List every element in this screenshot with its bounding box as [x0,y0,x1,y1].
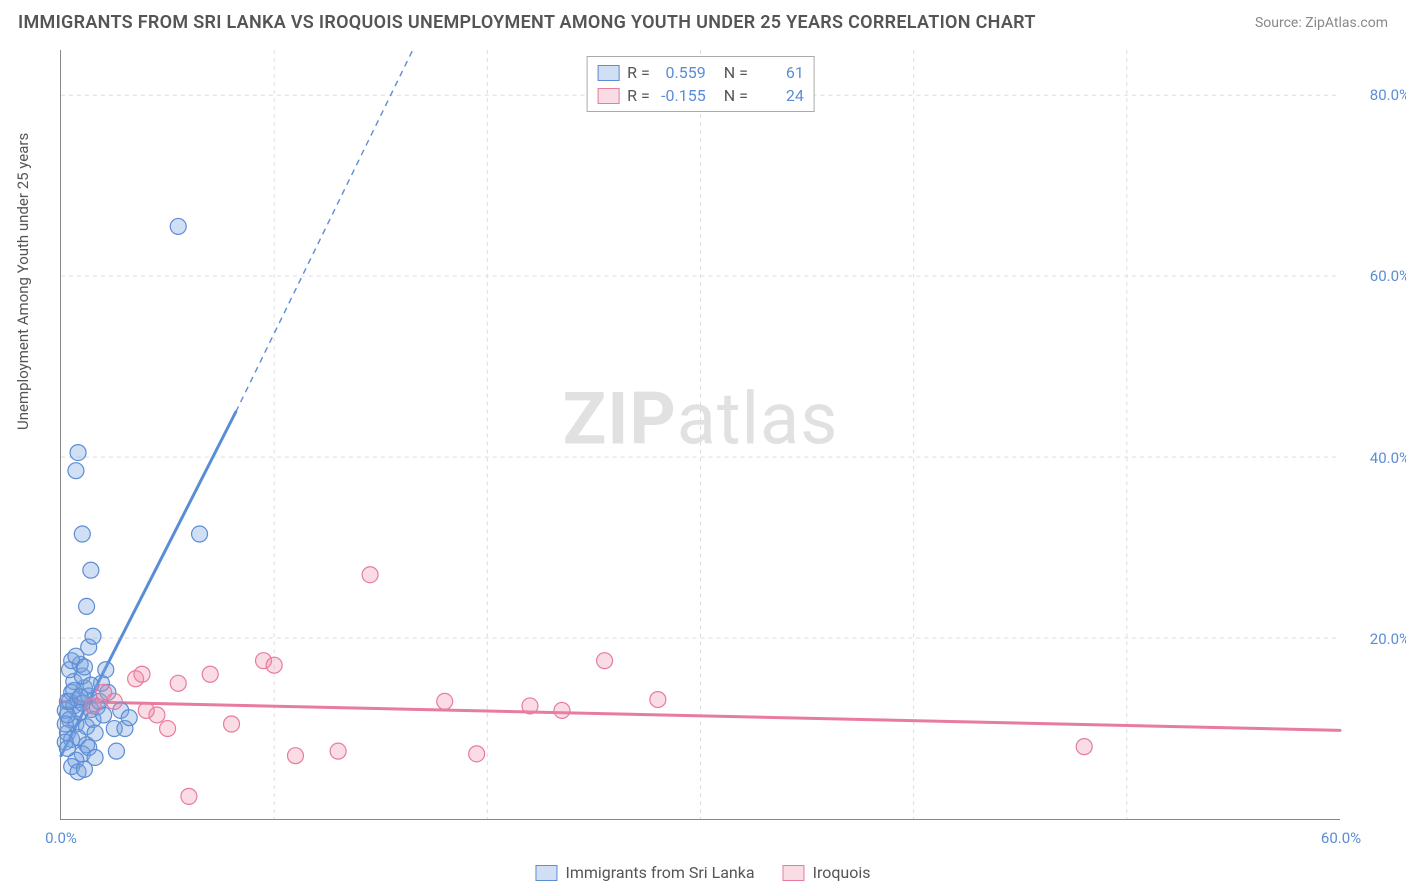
y-tick-label: 60.0% [1350,267,1406,285]
x-tick-label: 0.0% [45,829,77,847]
n-value: 24 [756,86,804,105]
bottom-legend: Immigrants from Sri Lanka Iroquois [535,863,870,882]
r-value: -0.155 [658,86,706,105]
stats-legend-row: R = 0.559 N = 61 [597,61,804,84]
stats-legend: R = 0.559 N = 61 R = -0.155 N = 24 [586,56,815,112]
bottom-legend-item: Immigrants from Sri Lanka [535,863,754,882]
stats-legend-row: R = -0.155 N = 24 [597,84,804,107]
n-value: 61 [756,63,804,82]
r-label: R = [627,63,650,82]
r-label: R = [627,86,650,105]
legend-swatch [535,865,557,881]
legend-swatch [597,88,619,104]
y-tick-label: 20.0% [1350,630,1406,648]
chart-title: IMMIGRANTS FROM SRI LANKA VS IROQUOIS UN… [18,12,1036,33]
legend-label: Immigrants from Sri Lanka [565,863,754,882]
n-label: N = [724,63,748,82]
plot-area: ZIPatlas 20.0%40.0%60.0%80.0% 0.0%60.0% … [60,50,1340,820]
legend-swatch [597,65,619,81]
y-axis-label: Unemployment Among Youth under 25 years [14,133,32,430]
source-attribution: Source: ZipAtlas.com [1255,15,1388,31]
y-tick-label: 80.0% [1350,86,1406,104]
chart-svg [61,50,1340,819]
legend-swatch [783,865,805,881]
legend-label: Iroquois [813,863,871,882]
x-tick-label: 60.0% [1321,829,1361,847]
bottom-legend-item: Iroquois [783,863,871,882]
r-value: 0.559 [658,63,706,82]
y-tick-label: 40.0% [1350,449,1406,467]
n-label: N = [724,86,748,105]
